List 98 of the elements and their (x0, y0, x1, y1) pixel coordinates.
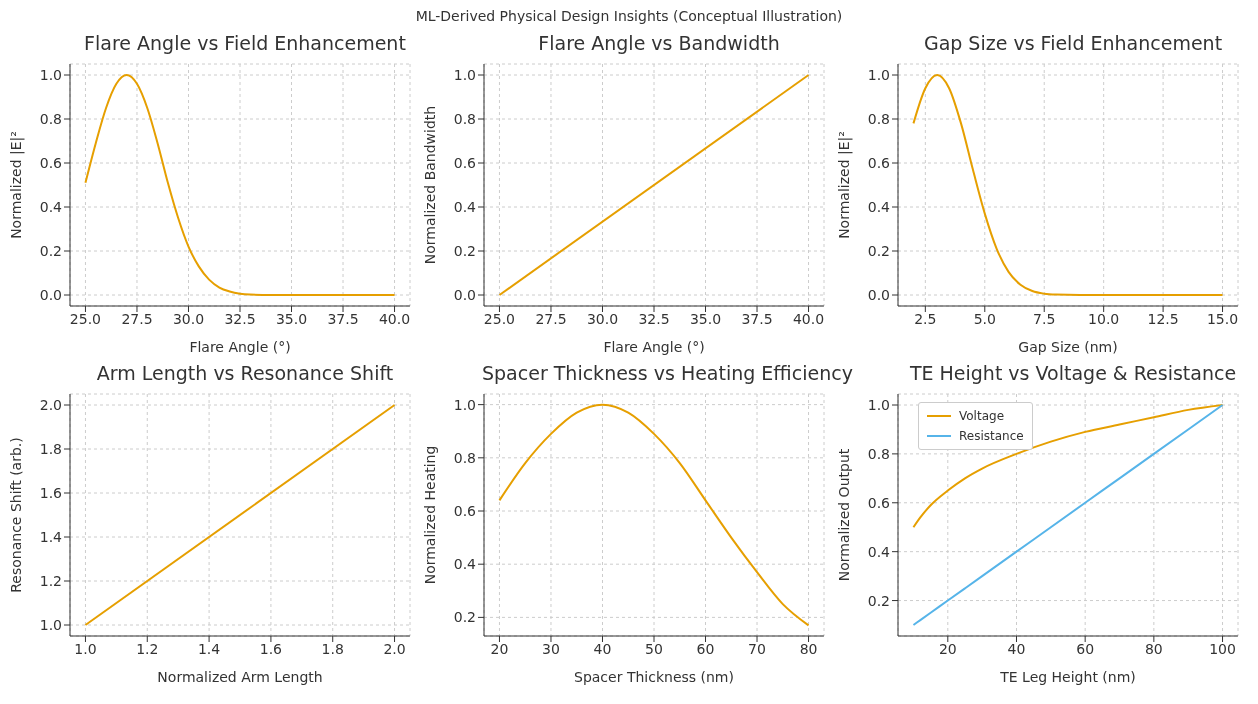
x-tick-label: 70 (748, 640, 766, 657)
chart-title: Gap Size vs Field Enhancement (922, 31, 1224, 56)
x-tick-label: 100 (1209, 640, 1236, 657)
y-tick-label: 0.0 (867, 286, 890, 303)
y-tick-label: 1.0 (867, 66, 890, 83)
y-tick-label: 0.2 (39, 242, 62, 259)
y-axis-title: Normalized Output (835, 448, 852, 582)
x-tick-label: 27.5 (535, 310, 567, 327)
x-tick-label: 32.5 (224, 310, 256, 327)
x-tick-label: 50 (645, 640, 663, 657)
y-tick-label: 0.2 (867, 242, 890, 259)
line-series (912, 74, 1224, 296)
x-axis-title: Flare Angle (°) (189, 339, 291, 355)
y-tick-label: 0.6 (867, 154, 891, 171)
x-axis-title: Flare Angle (°) (603, 339, 705, 355)
x-axis-title: Normalized Arm Length (157, 669, 323, 685)
y-tick-label: 0.8 (867, 110, 890, 127)
y-axis-title: Normalized |E|² (7, 131, 25, 239)
y-tick-label: 0.4 (453, 556, 477, 573)
chart-title: Spacer Thickness vs Heating Efficiency (481, 361, 853, 386)
x-tick-label: 12.5 (1147, 310, 1179, 327)
x-tick-label: 7.5 (1033, 310, 1056, 327)
y-tick-label: 0.4 (39, 198, 63, 215)
x-tick-label: 1.2 (136, 640, 159, 657)
y-axis-title: Normalized |E|² (835, 131, 853, 239)
chart-title: Arm Length vs Resonance Shift (95, 361, 395, 386)
x-tick-label: 25.0 (69, 310, 102, 327)
line-series (84, 74, 396, 296)
x-axis-title: TE Leg Height (nm) (999, 669, 1136, 685)
y-tick-label: 1.6 (39, 484, 63, 501)
y-tick-label: 0.6 (453, 502, 477, 519)
y-tick-label: 1.0 (39, 66, 62, 83)
y-tick-label: 0.8 (453, 449, 476, 466)
legend-label: Voltage (959, 408, 1005, 425)
x-tick-label: 40.0 (378, 310, 411, 327)
x-tick-label: 30 (542, 640, 560, 657)
x-tick-label: 20 (938, 640, 957, 657)
y-tick-label: 0.6 (867, 494, 891, 511)
line-series (912, 404, 1224, 529)
x-tick-label: 1.0 (74, 640, 97, 657)
y-tick-label: 1.8 (39, 440, 62, 457)
x-tick-label: 2.5 (914, 310, 937, 327)
x-axis-title: Gap Size (nm) (1018, 339, 1118, 355)
x-tick-label: 27.5 (121, 310, 153, 327)
x-tick-label: 40 (593, 640, 612, 657)
y-tick-label: 0.4 (867, 543, 891, 560)
y-tick-label: 1.0 (453, 396, 476, 413)
y-axis-title: Normalized Bandwidth (421, 105, 438, 265)
y-tick-label: 2.0 (39, 396, 62, 413)
line-series (498, 403, 810, 627)
x-tick-label: 1.4 (197, 640, 221, 657)
x-tick-label: 30.0 (172, 310, 205, 327)
x-tick-label: 5.0 (973, 310, 996, 327)
x-tick-label: 20 (490, 640, 509, 657)
y-tick-label: 0.0 (39, 286, 62, 303)
y-tick-label: 1.0 (39, 616, 62, 633)
y-tick-label: 0.8 (867, 445, 890, 462)
y-tick-label: 0.8 (453, 110, 476, 127)
x-tick-label: 37.5 (741, 310, 773, 327)
x-tick-label: 1.6 (259, 640, 283, 657)
x-tick-label: 60 (696, 640, 715, 657)
y-tick-label: 1.4 (39, 528, 63, 545)
y-tick-label: 0.4 (453, 198, 477, 215)
y-tick-label: 0.8 (39, 110, 62, 127)
x-tick-label: 60 (1076, 640, 1095, 657)
x-tick-label: 2.0 (383, 640, 406, 657)
x-tick-label: 25.0 (483, 310, 516, 327)
y-tick-label: 0.6 (39, 154, 63, 171)
x-tick-label: 80 (799, 640, 818, 657)
x-tick-label: 15.0 (1206, 310, 1239, 327)
line-series (912, 404, 1224, 626)
y-axis-title: Normalized Heating (421, 445, 438, 585)
y-tick-label: 0.2 (867, 592, 890, 609)
x-tick-label: 30.0 (586, 310, 619, 327)
x-tick-label: 35.0 (275, 310, 308, 327)
x-axis-title: Spacer Thickness (nm) (574, 669, 734, 685)
x-tick-label: 10.0 (1088, 310, 1120, 327)
y-tick-label: 0.2 (453, 242, 476, 259)
x-tick-label: 32.5 (638, 310, 670, 327)
y-axis-title: Resonance Shift (arb.) (7, 437, 24, 593)
y-tick-label: 0.4 (867, 198, 891, 215)
legend-label: Resistance (959, 428, 1024, 445)
x-tick-label: 40 (1007, 640, 1026, 657)
x-tick-label: 37.5 (327, 310, 359, 327)
text: ML-Derived Physical Design Insights (Conceptual Illustration) (414, 8, 844, 26)
chart-title: Flare Angle vs Field Enhancement (83, 31, 407, 56)
y-tick-label: 1.0 (867, 396, 890, 413)
x-tick-label: 40.0 (792, 310, 825, 327)
x-tick-label: 35.0 (689, 310, 722, 327)
y-tick-label: 1.0 (453, 66, 476, 83)
chart-title: Flare Angle vs Bandwidth (537, 31, 781, 56)
y-tick-label: 1.2 (39, 572, 62, 589)
chart-title: TE Height vs Voltage & Resistance (909, 362, 1237, 384)
y-tick-label: 0.6 (453, 154, 477, 171)
x-tick-label: 80 (1144, 640, 1163, 657)
y-tick-label: 0.2 (453, 609, 476, 626)
y-tick-label: 0.0 (453, 286, 476, 303)
x-tick-label: 1.8 (321, 640, 344, 657)
